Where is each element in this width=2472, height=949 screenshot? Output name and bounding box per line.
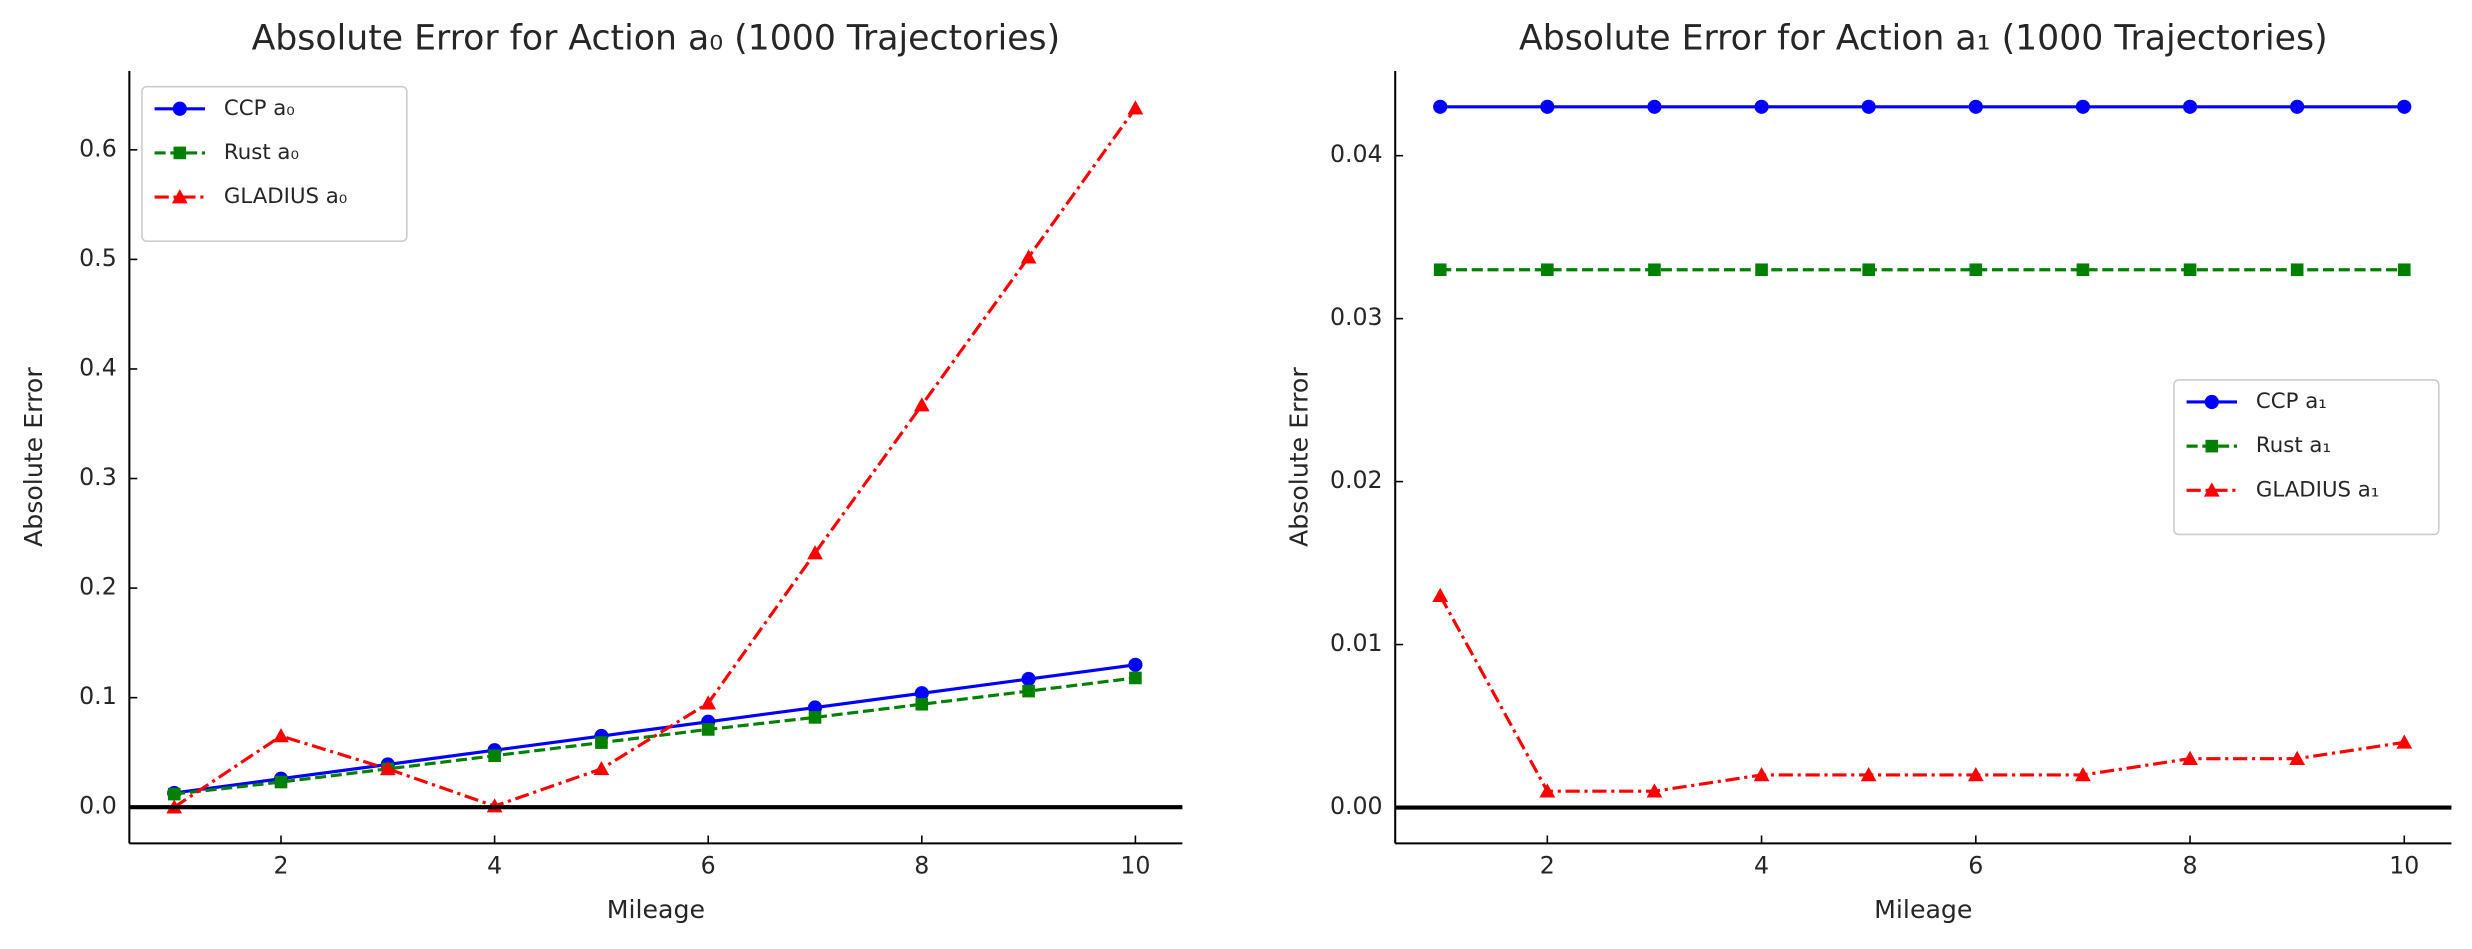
series-line: [174, 663, 1136, 795]
marker: [700, 695, 717, 710]
x-axis-label: Mileage: [607, 895, 705, 924]
marker: [1127, 100, 1144, 115]
chart-title: Absolute Error for Action a₁ (1000 Traje…: [1519, 18, 2328, 58]
x-tick-label: 6: [1968, 852, 1983, 880]
legend-box: [141, 85, 408, 242]
chart-title: Absolute Error for Action a₀ (1000 Traje…: [252, 18, 1061, 58]
legend-label: CCP a₀: [224, 96, 295, 121]
legend-label: Rust a₀: [224, 140, 299, 165]
marker: [2397, 99, 2412, 114]
y-tick-label: 0.2: [79, 573, 117, 601]
x-tick-label: 6: [701, 852, 716, 880]
marker: [1022, 684, 1035, 698]
legend-label: CCP a₁: [2256, 389, 2327, 414]
marker: [2203, 482, 2220, 497]
legend-label: GLADIUS a₀: [224, 184, 347, 209]
marker: [1433, 263, 1447, 277]
y-tick-label: 0.6: [79, 134, 117, 162]
marker: [1647, 99, 1662, 114]
y-tick-label: 0.00: [1330, 792, 1383, 820]
x-tick-label: 2: [273, 852, 288, 880]
y-tick-label: 0.03: [1330, 303, 1383, 331]
legend-label: GLADIUS a₁: [2256, 477, 2379, 502]
marker: [595, 736, 608, 749]
x-tick-label: 4: [1754, 852, 1769, 880]
series-line: [174, 676, 1136, 796]
marker: [1754, 99, 1769, 114]
series-line: [173, 107, 1137, 809]
marker: [2076, 263, 2090, 277]
y-axis-label: Absolute Error: [1285, 367, 1314, 547]
marker: [2182, 750, 2198, 765]
marker: [1540, 99, 1555, 114]
marker: [2397, 263, 2411, 277]
marker: [1128, 657, 1143, 672]
marker: [1433, 99, 1448, 114]
marker: [701, 723, 715, 736]
marker: [2290, 263, 2304, 277]
x-tick-label: 8: [2183, 852, 2198, 880]
marker: [2289, 750, 2306, 765]
marker: [913, 397, 930, 412]
marker: [593, 760, 610, 776]
marker: [1861, 99, 1876, 114]
marker: [1021, 671, 1036, 687]
x-tick-label: 8: [914, 852, 929, 880]
marker: [488, 749, 501, 763]
marker: [172, 101, 187, 116]
marker: [914, 686, 929, 701]
x-tick-label: 10: [2389, 852, 2419, 880]
y-tick-label: 0.01: [1330, 629, 1383, 657]
y-tick-label: 0.4: [79, 353, 117, 381]
marker: [1020, 249, 1037, 264]
marker: [1968, 99, 1983, 114]
marker: [1755, 263, 1768, 277]
marker: [2182, 99, 2198, 114]
marker: [2075, 767, 2091, 782]
marker: [1969, 263, 1983, 277]
marker: [167, 787, 181, 801]
marker: [379, 760, 396, 776]
y-tick-label: 0.5: [79, 244, 117, 272]
marker: [808, 711, 822, 724]
legend-label: Rust a₁: [2256, 433, 2331, 458]
marker: [1432, 587, 1449, 602]
x-tick-label: 10: [1120, 852, 1150, 880]
marker: [1539, 783, 1556, 798]
marker: [2290, 99, 2305, 114]
y-tick-label: 0.04: [1330, 140, 1383, 168]
marker: [2205, 439, 2219, 453]
marker: [274, 775, 288, 789]
marker: [1967, 767, 1984, 782]
y-tick-label: 0.02: [1330, 466, 1383, 494]
marker: [1129, 671, 1142, 685]
marker: [1860, 767, 1877, 782]
x-tick-label: 4: [487, 852, 502, 880]
marker: [1648, 263, 1661, 277]
y-tick-label: 0.3: [79, 463, 117, 491]
marker: [2396, 734, 2413, 749]
marker: [915, 697, 929, 711]
marker: [1753, 767, 1770, 782]
legend-box: [2173, 379, 2440, 536]
marker: [273, 728, 289, 743]
marker: [173, 146, 187, 160]
marker: [2183, 263, 2197, 277]
x-axis-label: Mileage: [1874, 895, 1972, 924]
marker: [2204, 394, 2219, 410]
marker: [807, 700, 823, 715]
marker: [807, 545, 823, 560]
marker: [1646, 783, 1663, 798]
x-tick-label: 2: [1540, 852, 1555, 880]
y-tick-label: 0.1: [79, 682, 117, 710]
y-tick-label: 0.0: [79, 792, 117, 820]
marker: [1541, 263, 1554, 277]
marker: [1862, 263, 1875, 277]
y-axis-label: Absolute Error: [19, 367, 48, 547]
series-line: [1438, 594, 2405, 793]
marker: [2075, 99, 2091, 114]
marker: [171, 189, 188, 204]
